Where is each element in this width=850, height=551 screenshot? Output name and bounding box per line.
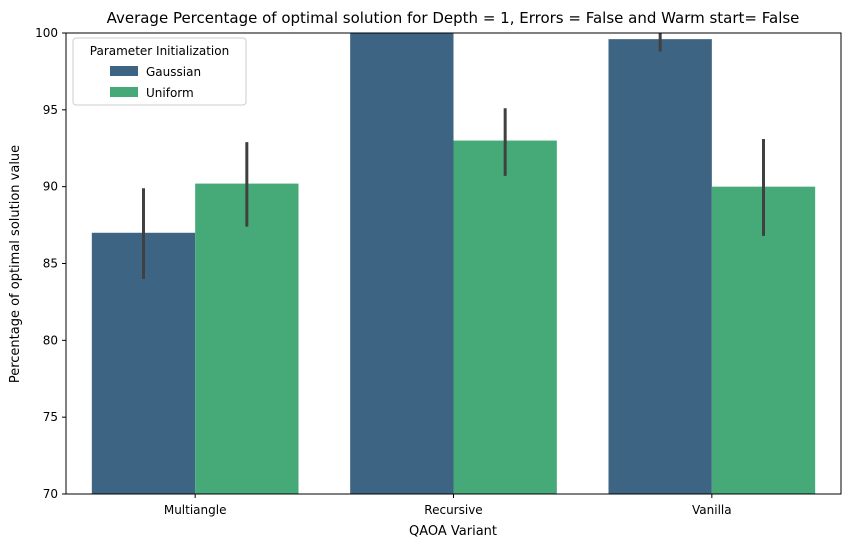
legend-label-uniform: Uniform [146,86,194,100]
x-tick-label: Multiangle [164,503,227,517]
bar-uniform-recursive [453,140,557,495]
y-tick-label: 75 [43,410,58,424]
y-tick-label: 85 [43,257,58,271]
y-axis-label: Percentage of optimal solution value [8,145,23,383]
y-tick-label: 70 [43,487,58,501]
x-axis-label: QAOA Variant [409,524,497,539]
bar-uniform-multiangle [195,183,299,495]
legend-label-gaussian: Gaussian [146,65,201,79]
y-tick-label: 80 [43,333,58,347]
y-tick-label: 95 [43,103,58,117]
legend-swatch-uniform [110,87,138,97]
x-tick-label: Vanilla [692,503,732,517]
y-tick-label: 90 [43,180,58,194]
y-tick-label: 100 [35,26,58,40]
x-tick-label: Recursive [424,503,482,517]
bar-gaussian-vanilla [608,39,712,494]
legend-title: Parameter Initialization [90,44,229,58]
bar-uniform-vanilla [711,186,816,494]
plot-area: 70 75 80 85 90 95 100 Multiangle Recursive Vanill… [35,26,842,517]
bar-gaussian-recursive [350,33,454,494]
chart-title: Average Percentage of optimal solution f… [107,9,800,27]
legend-swatch-gaussian [110,66,138,76]
